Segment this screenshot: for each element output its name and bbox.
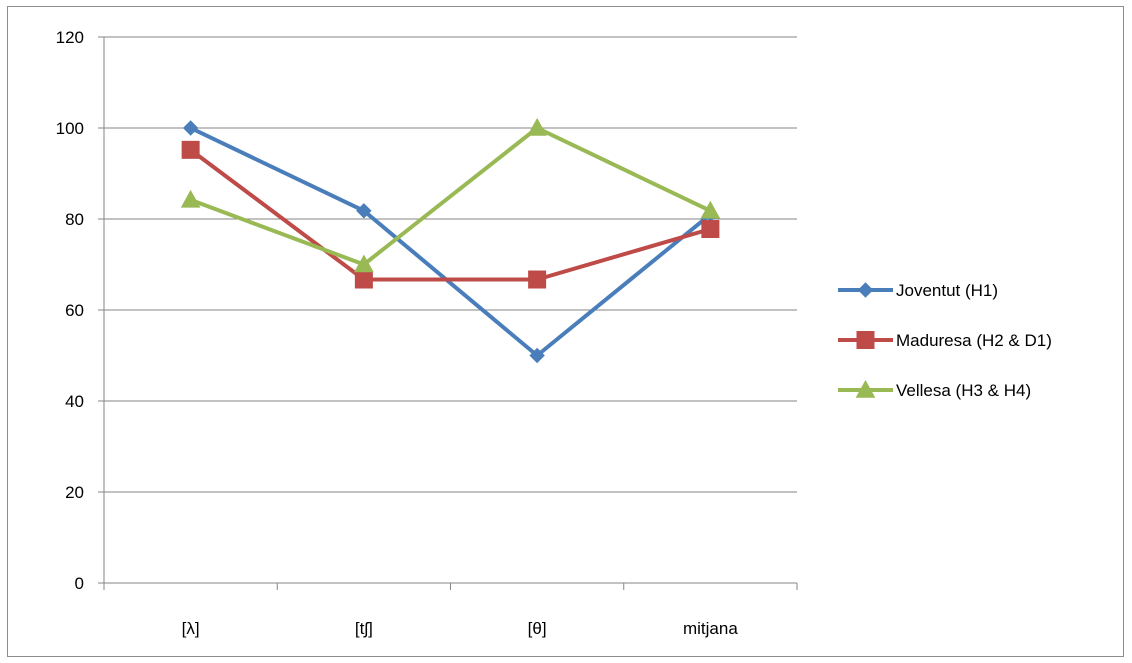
square-marker xyxy=(701,220,720,239)
series-joventut xyxy=(182,120,719,364)
legend-label: Vellesa (H3 & H4) xyxy=(896,381,1031,400)
square-marker xyxy=(354,270,373,289)
series-vellesa xyxy=(180,117,721,273)
x-tick-label: [θ] xyxy=(528,619,547,638)
x-tick-label: [tʃ] xyxy=(355,619,373,638)
triangle-marker xyxy=(855,379,876,398)
legend-label: Maduresa (H2 & D1) xyxy=(896,331,1052,350)
triangle-marker xyxy=(527,117,547,136)
y-tick-label: 0 xyxy=(75,574,84,593)
series-line xyxy=(189,126,712,358)
gridlines xyxy=(104,36,797,493)
y-tick-label: 60 xyxy=(65,301,84,320)
legend-label: Joventut (H1) xyxy=(896,281,998,300)
legend-entry: Joventut (H1) xyxy=(838,281,998,300)
diamond-marker xyxy=(182,120,199,136)
axes xyxy=(98,36,798,590)
y-tick-label: 100 xyxy=(56,119,84,138)
legend-entry: Vellesa (H3 & H4) xyxy=(838,379,1031,400)
square-marker xyxy=(528,270,547,289)
y-axis-tick-labels: 0 20 40 60 80 100 120 xyxy=(56,28,84,593)
series-group xyxy=(180,117,721,364)
series-line xyxy=(189,126,712,267)
diamond-marker xyxy=(857,282,874,298)
square-marker xyxy=(856,331,875,349)
y-tick-label: 40 xyxy=(65,392,84,411)
diamond-marker xyxy=(529,347,545,364)
triangle-marker xyxy=(180,189,201,208)
triangle-marker xyxy=(700,200,721,219)
diamond-marker xyxy=(356,203,372,219)
x-axis-tick-labels: [λ] [tʃ] [θ] mitjana xyxy=(182,619,739,638)
legend: Joventut (H1) Maduresa (H2 & D1) Vellesa (… xyxy=(838,281,1052,400)
x-tick-label: mitjana xyxy=(683,619,738,638)
legend-entry: Maduresa (H2 & D1) xyxy=(838,331,1052,350)
y-tick-label: 80 xyxy=(65,210,84,229)
series-line xyxy=(189,148,711,282)
y-tick-label: 120 xyxy=(56,28,84,47)
x-tick-label: [λ] xyxy=(182,619,200,638)
square-marker xyxy=(181,140,200,159)
triangle-marker xyxy=(354,254,374,273)
y-tick-label: 20 xyxy=(65,483,84,502)
